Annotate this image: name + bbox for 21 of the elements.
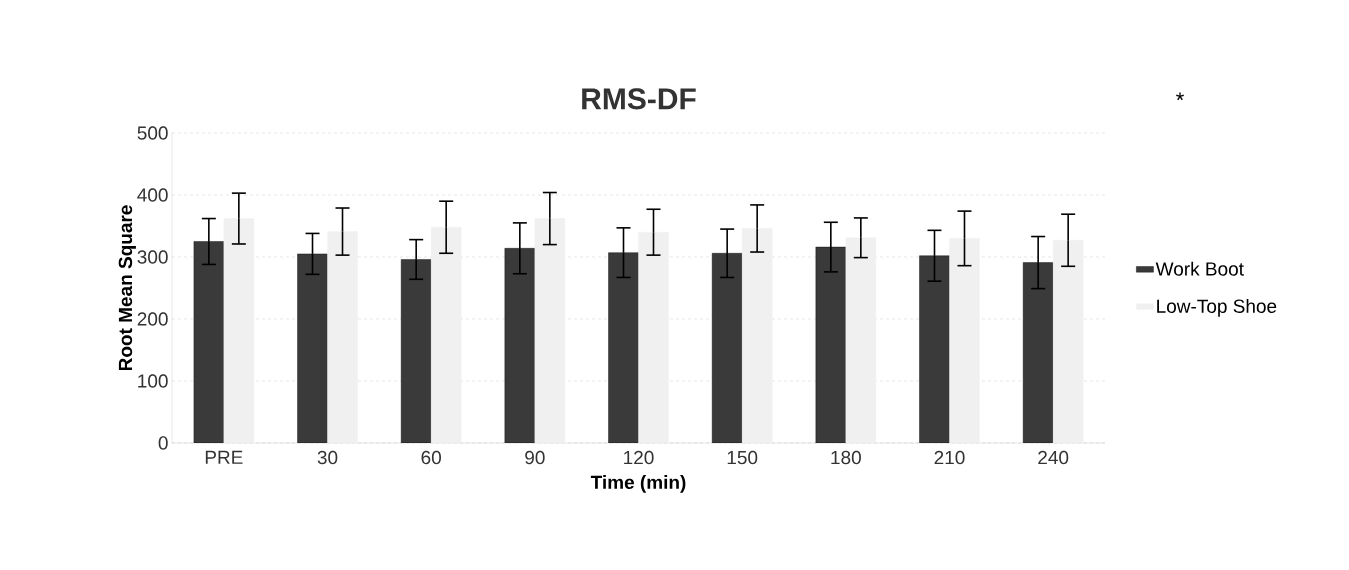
- chart-title: RMS-DF: [582, 88, 696, 110]
- legend-label: Low-Top Shoe: [1157, 298, 1277, 317]
- x-tick-label: 90: [525, 450, 545, 465]
- x-axis-title: Time (min): [590, 475, 686, 493]
- y-tick-label: 300: [137, 250, 168, 264]
- y-axis-title: Root Mean Square: [118, 205, 136, 371]
- y-tick-label: 500: [137, 126, 168, 140]
- legend-label: Work Boot: [1155, 261, 1244, 276]
- x-tick-label: 120: [624, 450, 654, 465]
- y-tick-label: 400: [137, 188, 168, 202]
- x-tick-label: 210: [934, 450, 965, 465]
- x-tick-label: 150: [727, 450, 758, 465]
- y-tick-label: 200: [137, 312, 168, 326]
- x-tick-label: 240: [1038, 450, 1069, 465]
- y-tick-label: 0: [158, 436, 168, 450]
- x-tick-label: 180: [831, 450, 861, 465]
- x-tick-label: 30: [317, 450, 338, 465]
- text: *: [1176, 92, 1184, 101]
- x-tick-label: 60: [421, 450, 441, 465]
- y-tick-label: 100: [138, 374, 168, 388]
- x-tick-label: PRE: [205, 450, 243, 464]
